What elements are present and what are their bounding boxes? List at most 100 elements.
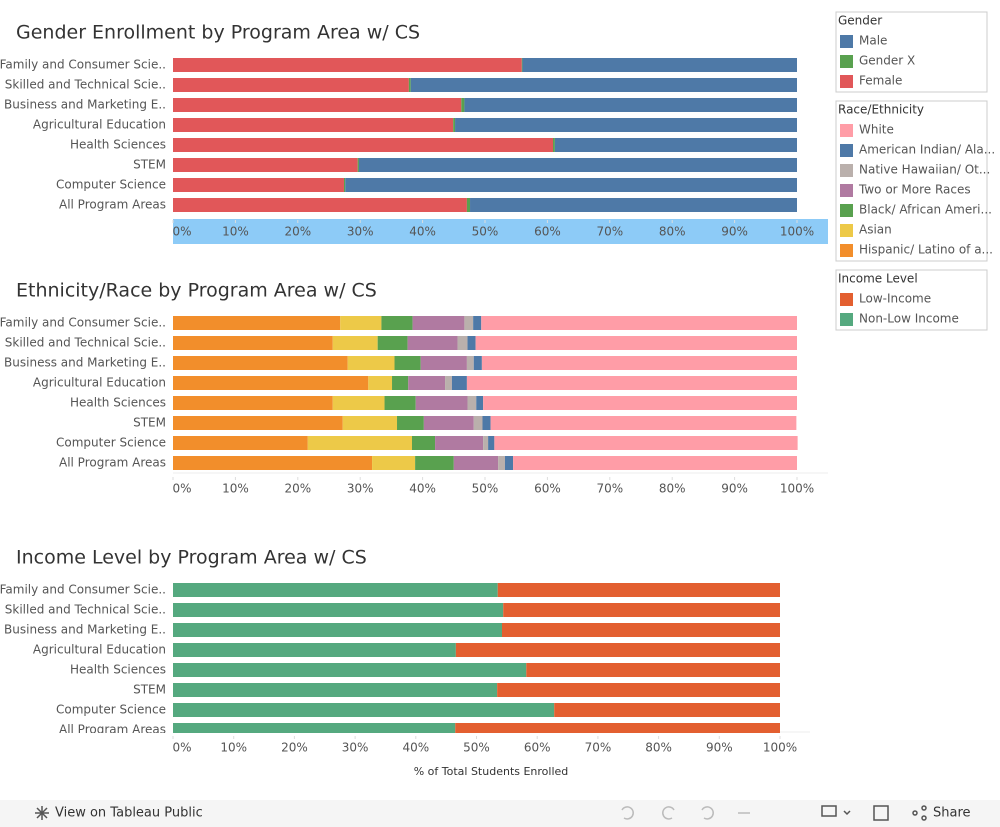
bar-segment — [415, 456, 454, 470]
bar-segment — [377, 336, 408, 350]
x-tick-label: 10% — [220, 741, 247, 755]
bar-segment — [476, 396, 484, 410]
category-label: All Program Areas — [59, 198, 166, 212]
legend-swatch — [840, 313, 853, 326]
x-tick-label: 100% — [780, 482, 814, 496]
x-tick-label: 20% — [281, 741, 308, 755]
x-tick-label: 10% — [222, 482, 249, 496]
axis-highlight — [173, 219, 828, 244]
x-axis-label: % of Total Students Enrolled — [414, 765, 569, 778]
category-label: Computer Science — [56, 178, 166, 192]
bar-segment — [411, 436, 436, 450]
bar-segment — [410, 78, 797, 92]
bar-segment — [173, 78, 409, 92]
legend-box — [835, 11, 988, 93]
bar-segment — [466, 198, 471, 212]
x-tick-label: 0% — [172, 225, 191, 239]
x-tick-label: 40% — [409, 482, 436, 496]
bar-segment — [392, 376, 409, 390]
legend-swatch — [840, 204, 853, 217]
bar-segment — [408, 376, 446, 390]
bar-segment — [368, 376, 393, 390]
category-label: Skilled and Technical Scie.. — [5, 336, 166, 350]
legend-label: White — [859, 123, 894, 137]
x-tick-label: 50% — [472, 482, 499, 496]
legend-label: Non-Low Income — [859, 312, 959, 326]
category-label: Skilled and Technical Scie.. — [5, 78, 166, 92]
category-label: All Program Areas — [59, 723, 166, 737]
category-label: Health Sciences — [70, 138, 166, 152]
bar-segment — [467, 396, 477, 410]
bar-segment — [445, 376, 452, 390]
bar-segment — [307, 436, 412, 450]
legend-swatch — [840, 55, 853, 68]
bar-segment — [173, 316, 341, 330]
bar-segment — [451, 376, 467, 390]
bar-segment — [397, 416, 424, 430]
bar-segment — [173, 603, 504, 617]
history-icons[interactable] — [621, 806, 750, 820]
category-label: Computer Science — [56, 436, 166, 450]
category-label: STEM — [133, 158, 166, 172]
bar-segment — [481, 316, 797, 330]
bar-segment — [343, 178, 346, 192]
bar-segment — [466, 356, 474, 370]
bar-segment — [473, 316, 482, 330]
x-tick-label: 70% — [585, 741, 612, 755]
bar-segment — [455, 118, 797, 132]
x-tick-label: 90% — [721, 225, 748, 239]
x-tick-label: 0% — [172, 482, 191, 496]
chart-title: Income Level by Program Area w/ CS — [16, 547, 367, 569]
x-tick-label: 70% — [596, 225, 623, 239]
category-label: STEM — [133, 683, 166, 697]
bar-segment — [483, 436, 489, 450]
bar-segment — [423, 416, 474, 430]
chart-title: Gender Enrollment by Program Area w/ CS — [16, 22, 420, 44]
bar-segment — [461, 98, 465, 112]
bar-segment — [488, 436, 495, 450]
toolbar — [0, 800, 1000, 827]
bar-segment — [342, 416, 398, 430]
legend-title: Gender — [838, 14, 882, 28]
bar-segment — [407, 336, 458, 350]
bar-segment — [464, 316, 474, 330]
bar-segment — [497, 683, 780, 697]
bar-segment — [173, 663, 527, 677]
bar-segment — [358, 158, 797, 172]
category-label: Agricultural Education — [33, 118, 166, 132]
legend-swatch — [840, 293, 853, 306]
x-tick-label: 30% — [342, 741, 369, 755]
bar-segment — [420, 356, 467, 370]
bar-segment — [357, 158, 359, 172]
legend-swatch — [840, 244, 853, 257]
category-label: Business and Marketing E.. — [4, 98, 166, 112]
category-label: Business and Marketing E.. — [4, 623, 166, 637]
legend-label: Gender X — [859, 54, 915, 68]
x-tick-label: 60% — [534, 225, 561, 239]
legend-title: Race/Ethnicity — [838, 103, 924, 117]
bar-segment — [173, 198, 467, 212]
x-tick-label: 30% — [347, 225, 374, 239]
legend-swatch — [840, 144, 853, 157]
chart: Family and Consumer Scie.. Skilled and Te… — [0, 316, 798, 470]
bar-segment — [554, 138, 797, 152]
bar-segment — [503, 603, 780, 617]
bar-segment — [497, 583, 780, 597]
share[interactable]: Share — [933, 806, 971, 821]
x-tick-label: 40% — [409, 225, 436, 239]
legend-box — [835, 100, 988, 262]
bar-segment — [457, 336, 468, 350]
legend-label: Male — [859, 34, 887, 48]
bar-segment — [173, 58, 522, 72]
tableau-icon[interactable] — [35, 806, 49, 820]
bar-segment — [340, 316, 382, 330]
tool-icons[interactable] — [821, 805, 927, 821]
view-link[interactable]: View on Tableau Public — [55, 806, 203, 821]
legend-swatch — [840, 124, 853, 137]
bar-segment — [394, 356, 421, 370]
category-label: Skilled and Technical Scie.. — [5, 603, 166, 617]
x-tick-label: 20% — [284, 482, 311, 496]
bar-segment — [464, 98, 797, 112]
x-tick-label: 0% — [172, 741, 191, 755]
x-tick-label: 80% — [659, 482, 686, 496]
